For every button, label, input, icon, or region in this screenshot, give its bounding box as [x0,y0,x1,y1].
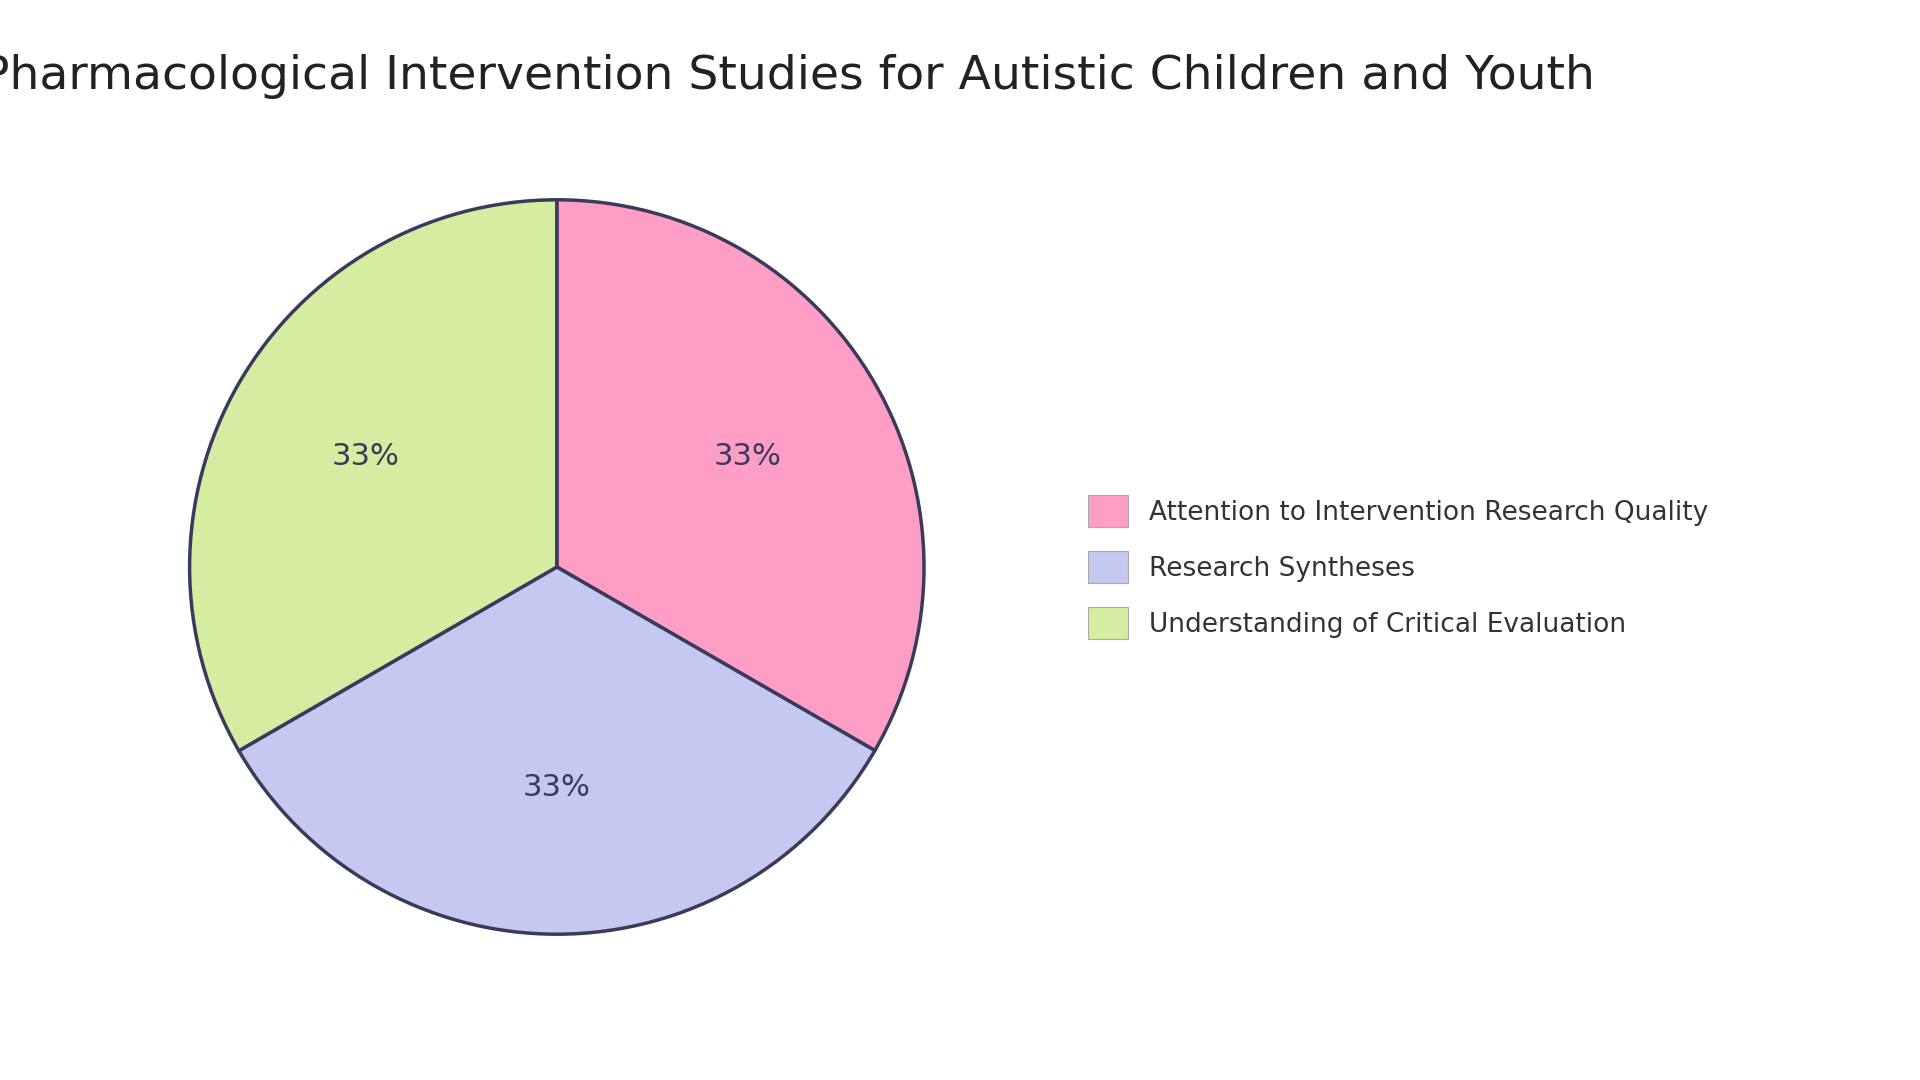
Wedge shape [190,200,557,751]
Wedge shape [238,567,876,934]
Text: Pharmacological Intervention Studies for Autistic Children and Youth: Pharmacological Intervention Studies for… [0,54,1596,99]
Text: 33%: 33% [522,773,591,801]
Text: 33%: 33% [714,443,781,471]
Legend: Attention to Intervention Research Quality, Research Syntheses, Understanding of: Attention to Intervention Research Quali… [1075,482,1720,652]
Text: 33%: 33% [332,443,399,471]
Wedge shape [557,200,924,751]
